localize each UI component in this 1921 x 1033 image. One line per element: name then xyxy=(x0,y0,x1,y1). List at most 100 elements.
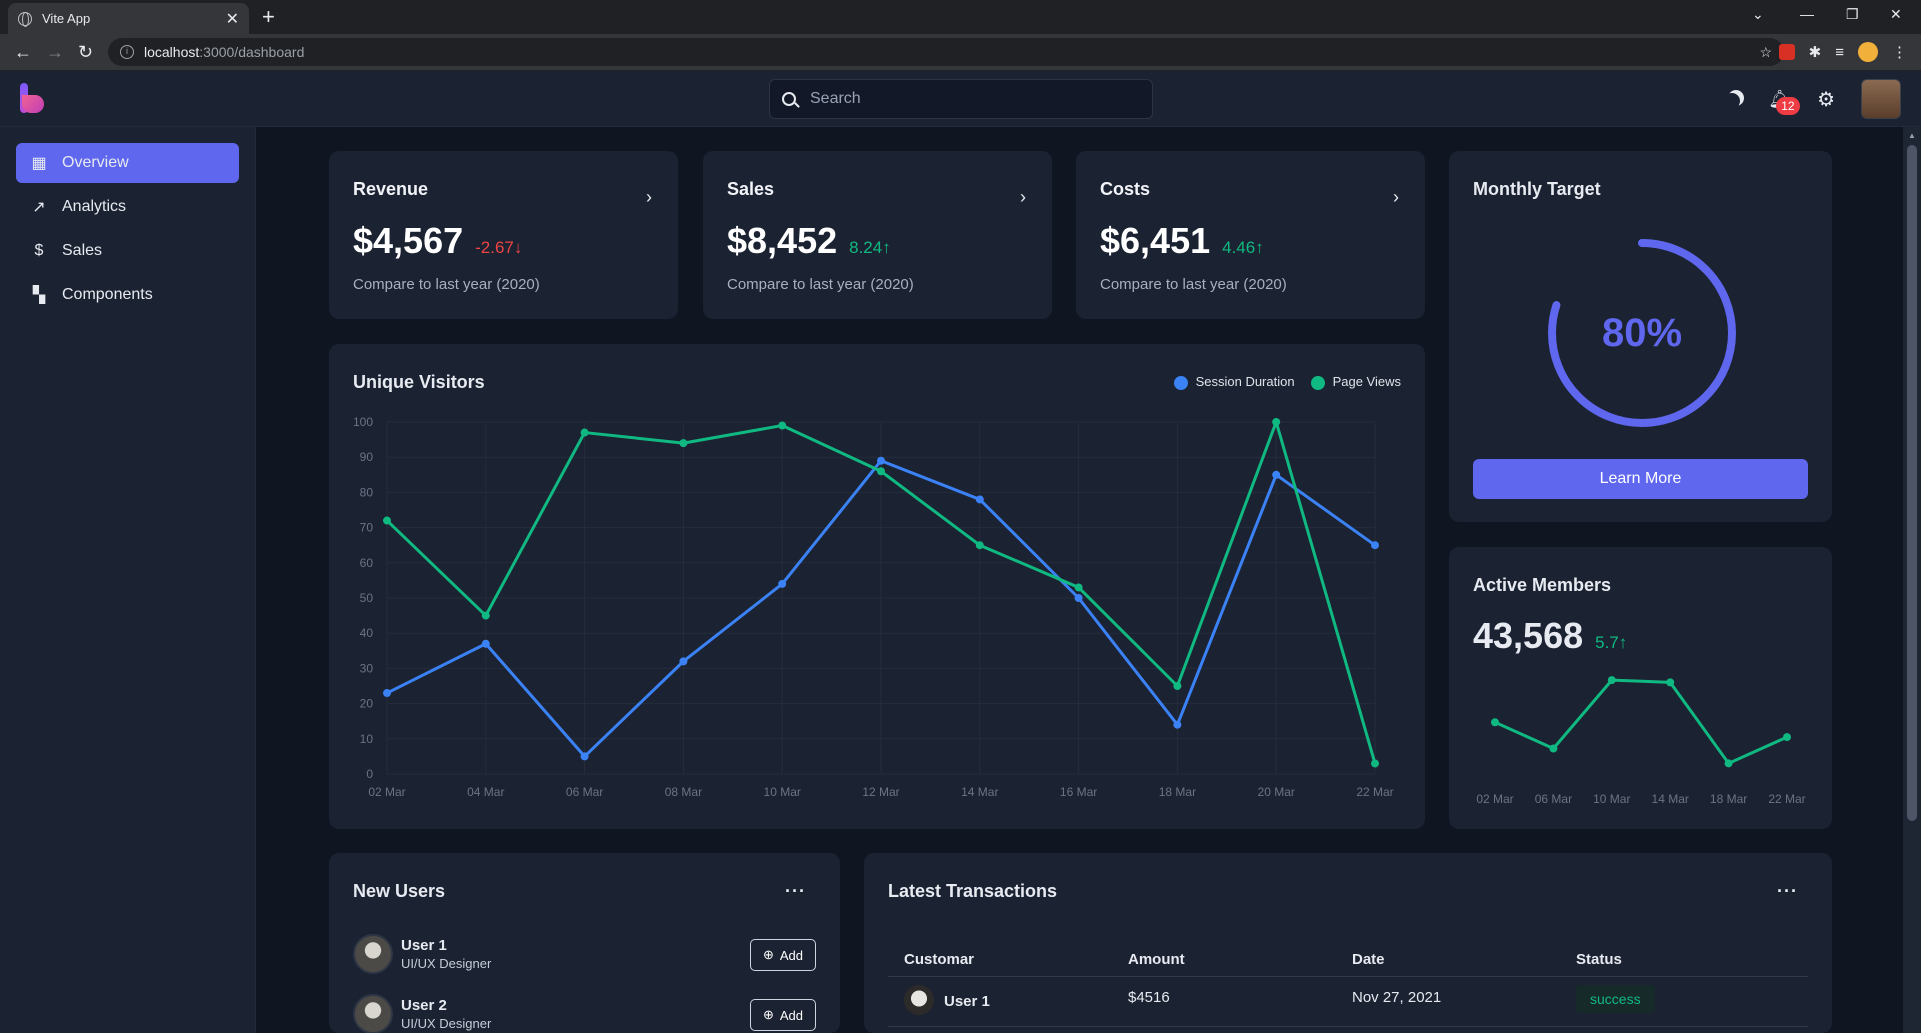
back-icon[interactable]: ← xyxy=(14,42,32,62)
target-title: Monthly Target xyxy=(1473,179,1601,199)
more-options-icon[interactable]: ··· xyxy=(785,881,806,901)
kpi-card-sales: Sales › $8,452 8.24↑ Compare to last yea… xyxy=(703,151,1052,319)
kpi-value: $4,567 xyxy=(353,220,464,261)
add-user-button[interactable]: ⊕ Add xyxy=(749,999,816,1031)
chevron-right-icon[interactable]: › xyxy=(1020,187,1026,207)
date: Nov 27, 2021 xyxy=(1352,989,1442,1006)
scrollbar[interactable]: ▲ xyxy=(1903,127,1921,1033)
x-tick-label: 22 Mar xyxy=(1768,792,1805,806)
scroll-up-icon[interactable]: ▲ xyxy=(1908,131,1916,140)
url-path: :3000/dashboard xyxy=(199,44,305,60)
extension-icon[interactable] xyxy=(1778,44,1795,60)
gear-icon[interactable]: ⚙ xyxy=(1817,88,1835,111)
kpi-value-row: $6,451 4.46↑ xyxy=(1100,220,1401,262)
data-point xyxy=(1074,594,1083,602)
scrollbar-thumb[interactable] xyxy=(1907,145,1917,821)
kpi-subtitle: Compare to last year (2020) xyxy=(353,276,540,293)
chevron-right-icon[interactable]: › xyxy=(646,187,652,207)
kpi-card-costs: Costs › $6,451 4.46↑ Compare to last yea… xyxy=(1076,151,1425,319)
table-header: Customar Amount Date Status xyxy=(888,943,1808,977)
list-item: User 1 UI/UX Designer ⊕ Add xyxy=(353,933,816,975)
kpi-value: $8,452 xyxy=(727,220,838,261)
y-tick-label: 0 xyxy=(366,767,373,781)
kebab-menu-icon[interactable]: ⋮ xyxy=(1892,44,1907,61)
y-tick-label: 80 xyxy=(360,485,374,499)
sidebar-item-analytics[interactable]: ↗ Analytics xyxy=(16,187,239,227)
legend-item-pageviews[interactable]: Page Views xyxy=(1310,374,1401,390)
data-point xyxy=(679,657,688,666)
new-tab-icon[interactable]: + xyxy=(262,4,275,29)
dollar-icon: $ xyxy=(34,242,44,259)
tab-search-icon[interactable]: ⌄ xyxy=(1752,6,1764,22)
avatar xyxy=(353,934,393,974)
data-point xyxy=(383,516,391,525)
y-tick-label: 60 xyxy=(360,556,374,570)
data-point xyxy=(877,456,885,465)
moon-icon[interactable] xyxy=(1724,93,1740,109)
data-point xyxy=(679,439,688,448)
learn-more-button[interactable]: Learn More xyxy=(1473,459,1808,499)
new-users-card: New Users ··· User 1 UI/UX Designer ⊕ Add… xyxy=(329,853,840,1033)
chevron-right-icon[interactable]: › xyxy=(1393,187,1399,207)
restore-icon[interactable]: ❐ xyxy=(1846,6,1859,22)
data-point xyxy=(1724,759,1733,768)
target-progress-ring xyxy=(1548,239,1736,427)
close-window-icon[interactable]: ✕ xyxy=(1890,6,1902,22)
puzzle-icon[interactable]: ✱ xyxy=(1808,44,1822,61)
data-point xyxy=(1549,744,1558,753)
kpi-card-revenue: Revenue › $4,567 -2.67↓ Compare to last … xyxy=(329,151,678,319)
avatar[interactable] xyxy=(1861,79,1901,119)
active-members-chart[interactable]: 02 Mar 06 Mar 10 Mar 14 Mar 18 Mar 22 Mar xyxy=(1449,547,1832,829)
y-tick-label: 30 xyxy=(360,661,374,675)
sidebar-item-sales[interactable]: $ Sales xyxy=(16,231,239,271)
more-options-icon[interactable]: ··· xyxy=(1777,881,1798,901)
data-point xyxy=(877,467,885,476)
data-point xyxy=(1783,733,1791,742)
data-point xyxy=(1272,470,1281,479)
search-input[interactable] xyxy=(810,90,1110,108)
legend-item-session[interactable]: Session Duration xyxy=(1173,374,1295,390)
data-point xyxy=(481,611,490,620)
notification-badge: 12 xyxy=(1776,96,1800,115)
close-tab-icon[interactable]: ✕ xyxy=(225,10,239,28)
browser-tab[interactable]: Vite App ✕ xyxy=(8,3,249,34)
sidebar-item-label: Analytics xyxy=(62,198,127,215)
data-point xyxy=(1173,682,1182,690)
y-tick-label: 40 xyxy=(360,626,374,640)
forward-icon[interactable]: → xyxy=(46,42,64,62)
sidebar-item-overview[interactable]: ▦ Overview xyxy=(16,143,239,183)
x-tick-label: 18 Mar xyxy=(1710,792,1747,806)
reload-icon[interactable]: ↻ xyxy=(78,42,94,62)
unique-visitors-card: Unique Visitors Session Duration Page Vi… xyxy=(329,344,1425,829)
info-icon[interactable]: i xyxy=(120,45,134,59)
logo[interactable] xyxy=(20,83,46,113)
data-point xyxy=(383,689,391,698)
kpi-value-row: $8,452 8.24↑ xyxy=(727,220,1028,262)
x-tick-label: 06 Mar xyxy=(1535,792,1572,806)
dashboard-icon: ▦ xyxy=(31,155,47,172)
data-point xyxy=(975,495,984,504)
legend-dot xyxy=(1173,375,1188,390)
unique-visitors-chart[interactable]: 0 10 20 30 40 50 60 70 80 90 100 02 Mar 04 Mar 06 Mar… xyxy=(329,344,1425,829)
app-topbar: 🔔︎12 ⚙ xyxy=(0,71,1921,127)
sidebar-item-components[interactable]: ▚ Components xyxy=(16,275,239,315)
add-user-button[interactable]: ⊕ Add xyxy=(749,939,816,971)
media-icon[interactable]: ≡ xyxy=(1835,43,1844,61)
topbar-actions: 🔔︎12 ⚙ xyxy=(1726,79,1901,119)
profile-icon[interactable] xyxy=(1858,42,1878,62)
avatar xyxy=(353,994,393,1033)
kpi-delta: 8.24↑ xyxy=(849,238,891,257)
data-point xyxy=(778,579,787,588)
y-tick-label: 50 xyxy=(360,591,374,605)
members-delta: 5.7↑ xyxy=(1595,633,1628,652)
x-tick-label: 06 Mar xyxy=(566,785,603,799)
arrow-down-icon: ↓ xyxy=(513,238,523,257)
minimize-icon[interactable]: — xyxy=(1800,6,1814,22)
address-bar[interactable]: i localhost :3000/dashboard ☆ xyxy=(108,38,1784,66)
x-tick-label: 02 Mar xyxy=(1476,792,1513,806)
table-row[interactable]: User 1 $4516 Nov 27, 2021 success xyxy=(888,977,1808,1027)
bookmark-star-icon[interactable]: ☆ xyxy=(1759,43,1772,60)
kpi-value-row: $4,567 -2.67↓ xyxy=(353,220,654,262)
user-role: UI/UX Designer xyxy=(401,1016,492,1031)
bell-icon[interactable]: 🔔︎12 xyxy=(1768,89,1800,115)
